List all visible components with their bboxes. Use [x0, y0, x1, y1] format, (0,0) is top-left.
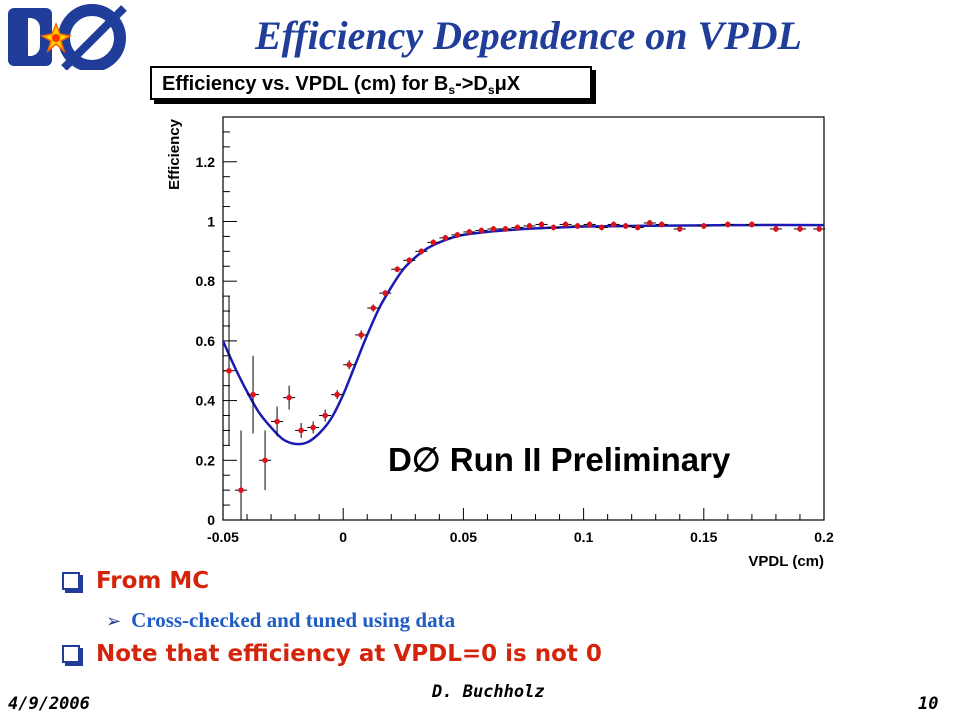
y-tick-label: 0.8: [196, 273, 216, 289]
x-tick-label: 0.15: [690, 529, 717, 545]
data-point: [322, 412, 328, 419]
square-bullet-icon: [62, 645, 80, 663]
data-point: [749, 221, 755, 228]
data-point: [586, 221, 593, 228]
data-point: [442, 235, 449, 241]
data-point: [550, 224, 557, 231]
footer-author: D. Buchholz: [432, 682, 545, 702]
slide-title: Efficiency Dependence on VPDL: [255, 13, 802, 58]
preliminary-annotation: D∅ Run II Preliminary: [388, 441, 731, 478]
data-point: [394, 266, 401, 273]
footer-date: 4/9/2006: [8, 694, 90, 714]
bullet-item: From MC: [62, 568, 209, 594]
data-point: [816, 226, 822, 232]
data-point: [526, 223, 533, 229]
y-tick-label: 1: [207, 213, 215, 229]
data-point: [334, 391, 340, 398]
x-tick-label: 0.1: [574, 529, 594, 545]
plot-title: Efficiency vs. VPDL (cm) for Bs->DsμX: [162, 73, 521, 97]
data-point: [346, 361, 353, 368]
data-point: [418, 248, 425, 255]
data-point: [382, 290, 389, 296]
data-point: [490, 226, 497, 232]
bullet-item: Note that efficiency at VPDL=0 is not 0: [62, 641, 602, 667]
data-point: [562, 221, 569, 228]
efficiency-chart: -0.05 0 0.05 0.1 0.15 0.200.20.40.60.811.2VPD…: [166, 116, 834, 570]
y-tick-label: 1.2: [196, 154, 216, 170]
x-tick-label: 0: [339, 529, 347, 545]
x-tick-label: 0.05: [450, 529, 477, 545]
bullet-text: From MC: [96, 568, 210, 594]
data-point: [262, 457, 268, 464]
data-point: [478, 227, 485, 234]
data-point: [658, 221, 665, 228]
data-point: [725, 221, 731, 228]
data-point: [622, 223, 629, 229]
data-point: [250, 391, 256, 398]
data-point: [502, 226, 509, 232]
data-point: [514, 224, 521, 231]
data-point: [358, 332, 365, 338]
data-point: [797, 226, 803, 232]
dzero-logo-icon: [8, 4, 127, 70]
data-point: [646, 220, 653, 226]
plot-frame: [222, 116, 825, 521]
y-tick-label: 0.2: [196, 452, 216, 468]
data-point: [298, 427, 304, 434]
x-tick-label: 0.2: [814, 529, 834, 545]
data-point: [574, 223, 581, 229]
data-point: [538, 221, 545, 228]
arrow-bullet-icon: ➢: [106, 611, 122, 631]
data-point: [598, 224, 605, 231]
square-bullet-icon: [62, 572, 80, 590]
x-tick-label: -0.05: [207, 529, 239, 545]
y-axis-label: Efficiency: [166, 118, 183, 190]
sub-bullet-text: Cross-checked and tuned using data: [131, 608, 456, 632]
y-tick-label: 0: [207, 512, 215, 528]
footer-page-number: 10: [918, 694, 939, 714]
data-point: [634, 224, 641, 231]
plot-title-box: Efficiency vs. VPDL (cm) for Bs->DsμX: [150, 66, 592, 100]
data-point: [370, 305, 377, 311]
data-point: [310, 424, 316, 431]
x-axis-label: VPDL (cm): [748, 553, 824, 570]
data-point: [773, 226, 779, 232]
y-tick-label: 0.4: [196, 393, 216, 409]
data-point: [286, 394, 292, 401]
data-point: [454, 232, 461, 238]
data-point: [610, 221, 617, 228]
data-point: [676, 226, 683, 232]
bullet-text: Note that efficiency at VPDL=0 is not 0: [96, 641, 602, 667]
y-tick-label: 0.6: [196, 333, 216, 349]
data-point: [430, 239, 437, 246]
data-point: [406, 257, 413, 264]
sub-bullet-item: ➢ Cross-checked and tuned using data: [106, 608, 455, 633]
data-point: [226, 367, 232, 374]
data-point: [701, 223, 707, 229]
data-point: [238, 487, 244, 493]
data-point: [274, 418, 280, 425]
data-point: [466, 229, 473, 235]
fit-curve: [221, 223, 825, 446]
